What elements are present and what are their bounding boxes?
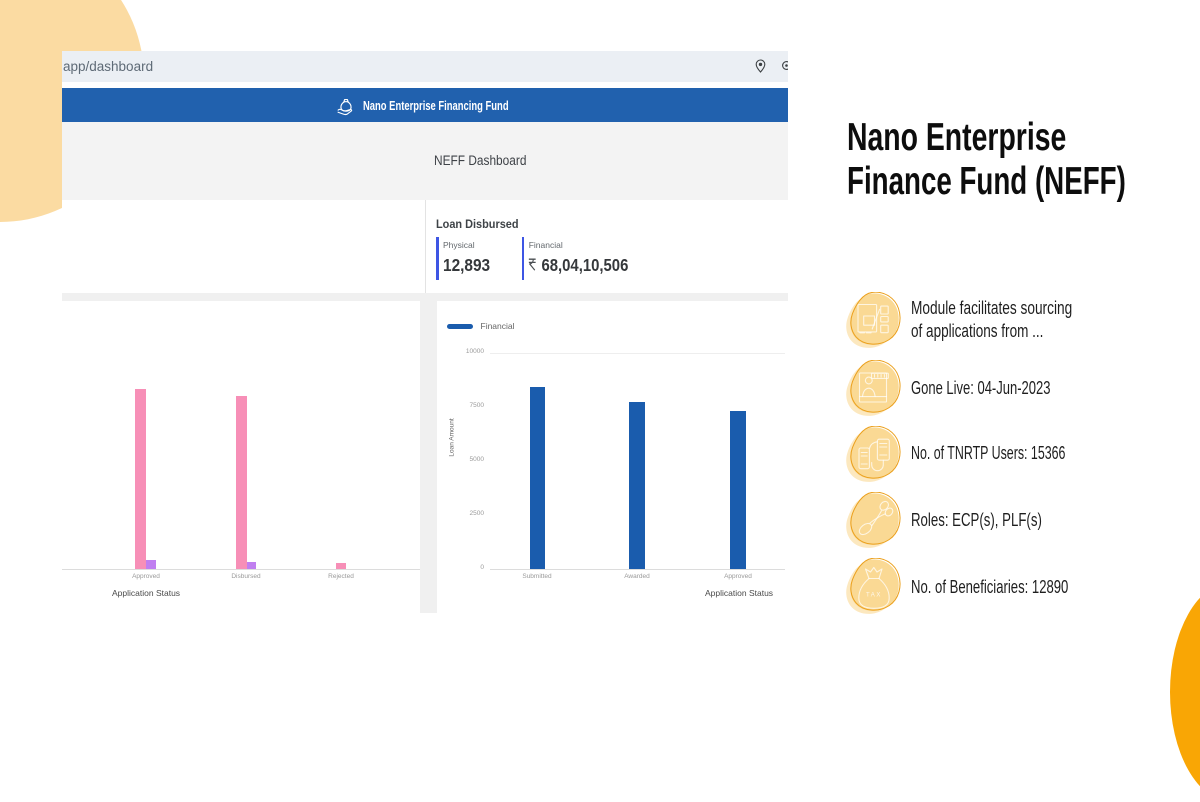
svg-text:TAX: TAX xyxy=(866,592,882,598)
